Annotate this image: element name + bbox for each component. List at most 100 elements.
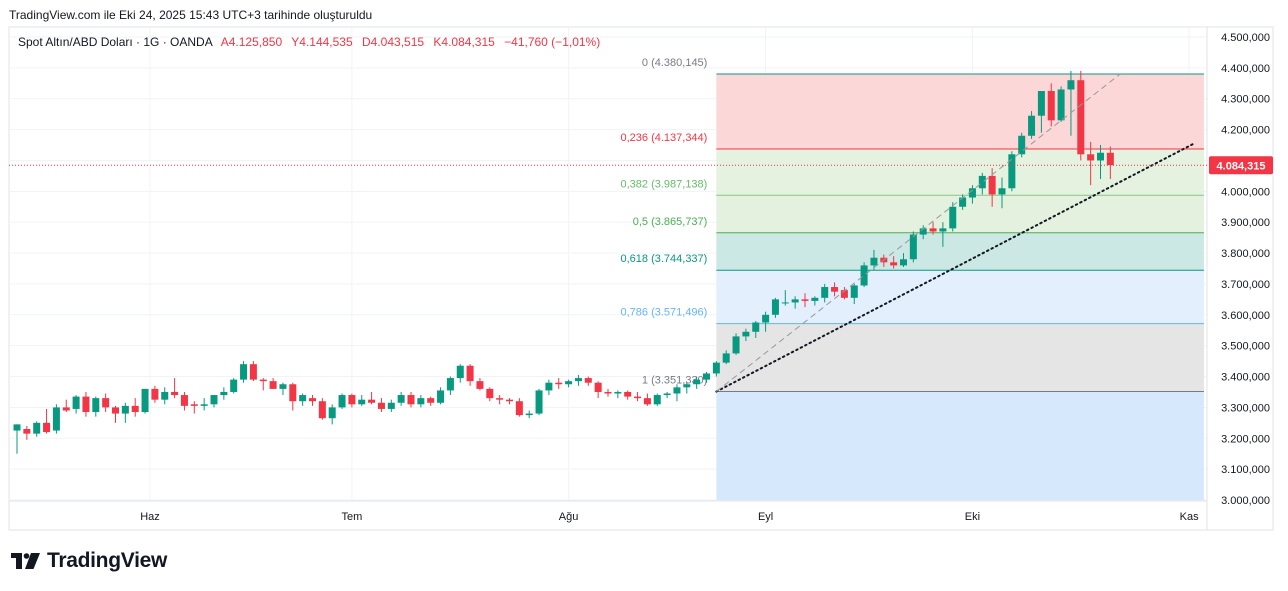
candle (653, 393, 661, 406)
candle (890, 256, 898, 269)
time-tick-label: Ağu (559, 511, 579, 523)
candle (831, 282, 839, 297)
candle (102, 393, 110, 413)
candle (624, 390, 632, 400)
candle-body (998, 188, 1006, 195)
candle (663, 391, 671, 399)
fib-level-label: 0,786 (3.571,496) (620, 307, 707, 319)
candle-body (92, 398, 100, 413)
candle (919, 225, 927, 240)
candle (220, 387, 228, 400)
candle-body (909, 234, 917, 260)
last-price-marker: 4.084,315 (9, 156, 1273, 175)
candle (781, 290, 789, 306)
price-tick-label: 3.800,000 (1221, 248, 1270, 260)
candle-body (82, 396, 90, 413)
candle-body (1087, 154, 1095, 161)
candle (407, 391, 415, 408)
candle-body (112, 407, 119, 414)
candlestick-series[interactable] (13, 70, 1114, 454)
fib-zone (716, 270, 1204, 324)
candle-body (338, 395, 346, 408)
candle-body (1097, 152, 1104, 161)
candle (594, 381, 602, 399)
candle (614, 390, 622, 399)
tradingview-brand[interactable]: TradingView (11, 546, 167, 576)
candle-body (1047, 91, 1055, 121)
candle (584, 376, 592, 386)
last-price-badge (1209, 156, 1273, 175)
candle (555, 378, 563, 389)
candle-body (1057, 89, 1065, 121)
candle-body (1037, 91, 1045, 116)
candle (998, 177, 1006, 209)
candle-body (456, 365, 464, 379)
candle-body (762, 314, 770, 323)
candle (476, 378, 484, 391)
candle (52, 404, 60, 434)
symbol-legend: Spot Altın/ABD Doları · 1G · OANDA A4.12… (18, 35, 600, 49)
price-tick-label: 3.200,000 (1221, 433, 1270, 445)
candle-body (752, 322, 760, 332)
candle (604, 388, 612, 397)
candle (1077, 70, 1085, 161)
candle-body (23, 429, 31, 434)
candle-body (33, 422, 41, 434)
time-tick-label: Eki (965, 511, 980, 523)
candle-body (840, 290, 848, 298)
candle-body (614, 391, 622, 394)
candle (939, 222, 947, 247)
candle-body (486, 388, 494, 399)
candle-body (279, 384, 287, 389)
candle (92, 396, 100, 417)
candle-body (249, 364, 257, 380)
candle (574, 374, 582, 386)
price-tick-label: 4.000,000 (1221, 186, 1270, 198)
candle (112, 405, 119, 423)
price-tick-label: 3.600,000 (1221, 310, 1270, 322)
candle (427, 396, 435, 406)
candle (190, 401, 198, 414)
fib-zone (716, 148, 1204, 196)
chart-caption: TradingView.com ile Eki 24, 2025 15:43 U… (9, 8, 373, 22)
candle-body (821, 287, 829, 298)
tradingview-logo-icon (11, 553, 40, 569)
candle-body (988, 175, 996, 195)
candle (762, 311, 770, 332)
candle (752, 320, 760, 338)
time-axis[interactable]: Haz Tem Ağu Eyl Eki Kas (9, 500, 1207, 523)
candle-body (663, 393, 671, 396)
candle (358, 395, 366, 406)
fibonacci-retracement[interactable]: 0 (4.380,145) 0,236 (4.137,344) 0,382 (3.9… (620, 57, 1204, 500)
candle (496, 395, 504, 405)
candle-body (358, 399, 366, 405)
candle (62, 399, 70, 413)
price-axis[interactable]: 4.500,0004.400,0004.300,0004.200,0004.10… (1206, 27, 1270, 530)
candle-body (121, 405, 129, 414)
candle (131, 398, 139, 417)
candle (289, 382, 297, 411)
candle (811, 296, 819, 306)
fib-level-label: 0,236 (4.137,344) (620, 132, 707, 144)
candle-body (13, 424, 21, 431)
fib-level-label: 0 (4.380,145) (642, 57, 707, 69)
dashed-trendline (716, 73, 1121, 392)
candle (269, 378, 277, 389)
last-price-label: 4.084,315 (1217, 160, 1266, 172)
candle-body (693, 379, 701, 385)
candle (634, 391, 642, 402)
candle-body (210, 395, 218, 405)
candle-body (377, 402, 385, 409)
candle (565, 379, 573, 388)
candle-body (722, 353, 730, 363)
trendlines[interactable] (715, 73, 1196, 393)
candle (1008, 151, 1016, 192)
candle-body (476, 381, 484, 389)
candle-body (496, 398, 504, 400)
candle (279, 382, 287, 396)
candle-body (712, 362, 720, 374)
price-tick-label: 3.700,000 (1221, 279, 1270, 291)
candle (387, 399, 395, 413)
candle (121, 402, 129, 423)
